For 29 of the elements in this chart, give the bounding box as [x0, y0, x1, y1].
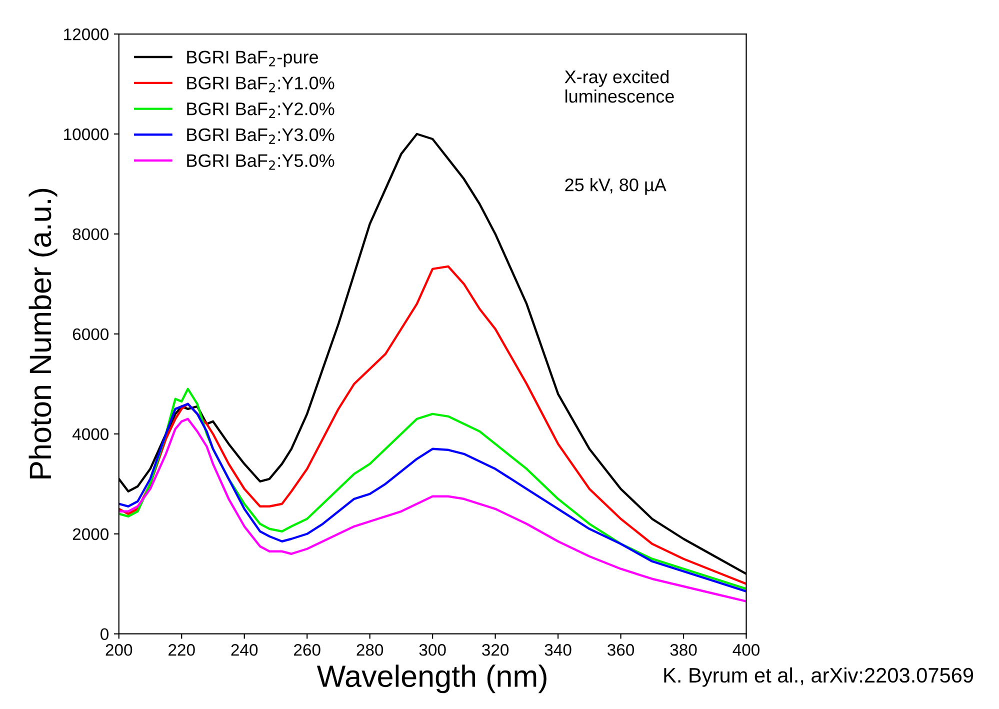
text: K. Byrum et al., arXiv:2203.07569: [664, 667, 974, 687]
annotation: X-ray excited luminescence: [564, 70, 674, 103]
annotation: 25 kV, 80 µA: [565, 178, 666, 195]
x-tick-label: 400: [732, 644, 760, 656]
x-tick-label: 200: [106, 644, 132, 656]
y-tick-label: 4000: [72, 428, 109, 440]
line-series: [118, 265, 746, 585]
y-axis-title: Photon Number (a.u.): [28, 188, 58, 478]
y-tick-label: 8000: [72, 228, 109, 240]
x-tick-label: 260: [294, 644, 320, 656]
y-tick-label: 6000: [72, 328, 109, 340]
x-tick-label: 320: [482, 644, 509, 656]
y-tick-label: 0: [100, 628, 109, 640]
y-tick-label: 2000: [72, 528, 109, 540]
legend-label: BGRI BaF$_{2}$:Y1.0%: [187, 76, 334, 92]
y-tick-label: 10000: [64, 128, 109, 140]
x-tick-label: 340: [544, 644, 572, 656]
x-tick-label: 300: [419, 644, 446, 656]
x-tick-label: 360: [608, 644, 634, 656]
x-tick-label: 380: [670, 644, 697, 656]
legend-label: BGRI BaF$_{2}$:Y5.0%: [187, 154, 334, 170]
y-tick-label: 12000: [64, 28, 109, 40]
x-axis-title: Wavelength (nm): [316, 664, 546, 694]
legend-label: BGRI BaF$_{2}$:Y3.0%: [187, 128, 334, 144]
x-tick-label: 240: [231, 644, 258, 656]
x-tick-label: 280: [356, 644, 384, 656]
legend-label: BGRI BaF$_{2}$:Y2.0%: [187, 102, 334, 118]
x-tick-label: 220: [168, 644, 195, 656]
legend-label: BGRI BaF$_{2}$-pure: [187, 50, 318, 68]
